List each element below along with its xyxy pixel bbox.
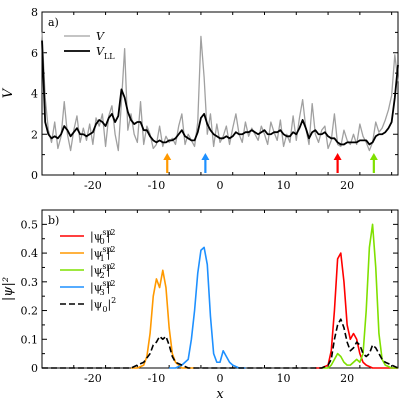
y-tick-label: 2 [31, 128, 38, 141]
legend-label-3: |ψsp 3 |2 [90, 279, 115, 297]
y-tick-label: 0.5 [21, 218, 39, 231]
x-tick-label: 20 [340, 372, 354, 385]
legend-label-2: |ψsp 2 |2 [90, 262, 115, 280]
x-tick-label: 0 [217, 372, 224, 385]
arrow-head-1 [201, 153, 210, 160]
series-line-1 [131, 269, 195, 369]
panel-a-series [41, 32, 399, 152]
panel-b-frame [41, 209, 399, 369]
panel-a-ticks: -20 -10 0 10 20 0 2 4 6 8 [31, 6, 398, 192]
y-tick-label: 0 [31, 169, 38, 182]
y-tick-label: 0 [31, 362, 38, 375]
y-tick-label: 6 [31, 47, 38, 60]
panel-b-series [42, 223, 399, 369]
series-line-0 [315, 252, 398, 369]
x-tick-label: 10 [277, 372, 291, 385]
series-line-3 [169, 246, 246, 369]
panel-b: -20 -10 0 10 20 0 0.1 0.2 0.3 0.4 0.5 b) |ψ|² x |ψ… [1, 209, 399, 402]
legend-label-0: |ψsp 0 |2 [90, 228, 115, 246]
y-tick-label: 8 [31, 6, 38, 19]
x-tick-label: -10 [148, 372, 166, 385]
panel-a: -20 -10 0 10 20 0 2 4 6 8 a) V V VLL [1, 6, 399, 192]
series-line-1 [41, 40, 399, 146]
legend-label-0: V [96, 30, 105, 43]
panel-b-label: b) [48, 214, 59, 227]
panel-a-label: a) [48, 16, 59, 29]
y-tick-label: 4 [31, 88, 38, 101]
x-tick-label: 0 [217, 179, 224, 192]
panel-b-legend: |ψsp 0 |2|ψsp 1 |2|ψsp 2 |2|ψsp 3 |2|ψ0|2 [60, 228, 116, 314]
arrow-head-0 [163, 153, 172, 160]
panel-a-legend: V VLL [64, 30, 115, 61]
x-tick-label: -10 [148, 179, 166, 192]
x-tick-label: -20 [84, 372, 102, 385]
arrow-head-2 [333, 153, 342, 160]
y-tick-label: 0.3 [21, 276, 39, 289]
x-tick-label: -20 [84, 179, 102, 192]
legend-label-1: |ψsp 1 |2 [90, 245, 115, 263]
series-line-2 [321, 223, 398, 369]
legend-label-4: |ψ0|2 [90, 296, 116, 314]
legend-label-1: VLL [96, 45, 115, 61]
panel-b-ylabel: |ψ|² [1, 277, 16, 301]
y-tick-label: 0.4 [21, 247, 39, 260]
arrow-head-3 [369, 153, 378, 160]
panel-b-xlabel: x [216, 387, 224, 402]
x-tick-label: 10 [277, 179, 291, 192]
series-line-0 [41, 32, 399, 152]
y-tick-label: 0.2 [21, 305, 39, 318]
panel-a-ylabel: V [1, 87, 16, 98]
panel-b-ticks: -20 -10 0 10 20 0 0.1 0.2 0.3 0.4 0.5 [21, 209, 398, 385]
y-tick-label: 0.1 [21, 333, 39, 346]
x-tick-label: 20 [340, 179, 354, 192]
panel-a-arrows [163, 153, 378, 173]
series-line-4 [42, 318, 399, 369]
